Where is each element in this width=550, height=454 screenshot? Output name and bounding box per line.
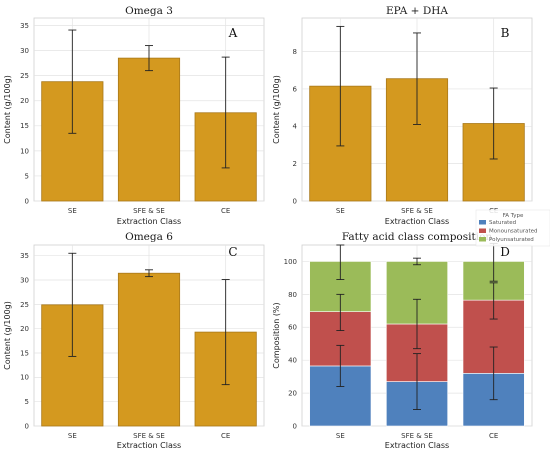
panel-label: A: [228, 26, 238, 40]
x-tick-label: CE: [221, 207, 230, 215]
y-tick-label: 35: [20, 22, 29, 30]
x-tick-label: SE: [336, 432, 345, 440]
y-tick-label: 4: [293, 123, 298, 131]
y-axis-label: Content (g/100g): [3, 75, 12, 144]
panel-label: B: [501, 26, 510, 40]
x-tick-label: SE: [68, 207, 77, 215]
y-tick-label: 8: [293, 48, 297, 56]
y-axis-label: Content (g/100g): [272, 75, 281, 144]
y-tick-label: 0: [293, 422, 297, 430]
panel-label: D: [500, 245, 510, 259]
legend-label: Saturated: [489, 220, 516, 226]
y-tick-label: 25: [20, 72, 29, 80]
y-tick-label: 30: [20, 276, 29, 284]
panel-D: 0 20 40 60 80 100 SE SFE & SE CE Extraction Class…: [272, 209, 550, 450]
x-axis-label: Extraction Class: [117, 441, 181, 450]
y-tick-label: 80: [288, 291, 297, 299]
chart-title: Fatty acid class composition: [342, 231, 493, 243]
x-axis-label: Extraction Class: [117, 217, 181, 226]
y-tick-label: 5: [25, 398, 29, 406]
y-tick-label: 25: [20, 301, 29, 309]
panel-A: 0 5 10 15 20 25 30 35 SE SFE & SE CE Extraction Cla…: [3, 5, 265, 226]
legend-label: Polyunsaturated: [489, 237, 534, 243]
y-tick-label: 20: [20, 325, 29, 333]
legend-swatch-saturated: [479, 220, 486, 225]
y-tick-label: 35: [20, 252, 29, 260]
chart-title: Omega 3: [125, 5, 173, 17]
x-tick-label: SFE & SE: [401, 432, 433, 440]
bar: [117, 57, 181, 202]
y-tick-label: 2: [293, 160, 297, 168]
legend-box: [475, 209, 550, 247]
legend-swatch-monounsaturated: [479, 228, 486, 233]
chart-title: EPA + DHA: [386, 5, 448, 17]
y-tick-label: 0: [25, 422, 29, 430]
y-tick-label: 20: [288, 389, 297, 397]
x-tick-label: SE: [336, 207, 345, 215]
y-tick-label: 100: [284, 258, 297, 266]
y-axis-label: Content (g/100g): [3, 301, 12, 370]
y-tick-label: 6: [293, 85, 298, 93]
x-tick-label: CE: [221, 432, 230, 440]
y-tick-label: 0: [25, 197, 29, 205]
x-tick-label: SFE & SE: [133, 207, 165, 215]
y-tick-label: 30: [20, 47, 29, 55]
y-tick-label: 15: [20, 122, 29, 130]
x-axis-label: Extraction Class: [385, 441, 449, 450]
y-tick-label: 20: [20, 97, 29, 105]
y-tick-label: 40: [288, 357, 297, 365]
legend-swatch-polyunsaturated: [479, 237, 486, 242]
x-tick-label: SFE & SE: [133, 432, 165, 440]
legend-title: FA Type: [503, 213, 524, 219]
y-tick-label: 0: [293, 197, 297, 205]
x-tick-label: SE: [68, 432, 77, 440]
x-tick-label: CE: [489, 432, 498, 440]
panel-label: C: [228, 245, 237, 259]
y-axis-label: Composition (%): [272, 302, 281, 368]
y-tick-label: 15: [20, 349, 29, 357]
bar: [117, 272, 181, 427]
x-tick-label: SFE & SE: [401, 207, 433, 215]
x-axis-label: Extraction Class: [385, 217, 449, 226]
legend-label: Monounsaturated: [489, 229, 537, 235]
y-tick-label: 5: [25, 172, 29, 180]
chart-title: Omega 6: [125, 231, 173, 243]
y-tick-label: 60: [288, 324, 297, 332]
y-tick-label: 10: [20, 374, 29, 382]
y-tick-label: 10: [20, 147, 29, 155]
panel-C: 0 5 10 15 20 25 30 35 SE SFE & SE CE Extraction Cla…: [3, 231, 265, 450]
